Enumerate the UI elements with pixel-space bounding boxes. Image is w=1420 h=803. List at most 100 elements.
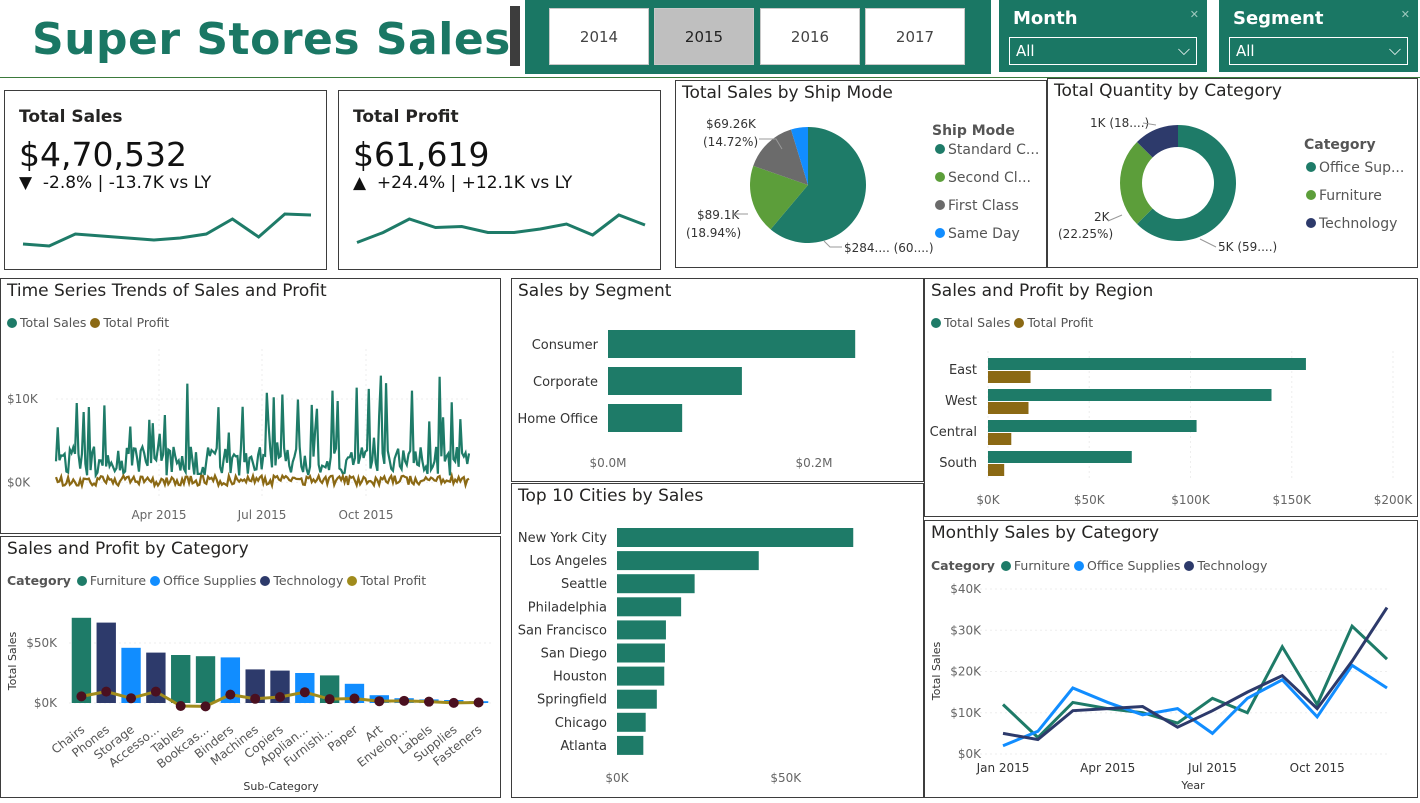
legend-item: Technology (273, 573, 344, 588)
category-label: Corporate (533, 375, 598, 390)
year-button-2015[interactable]: 2015 (654, 8, 754, 65)
bar (319, 675, 340, 703)
category-label: Los Angeles (529, 554, 607, 569)
panel-title: Sales by Segment (518, 281, 672, 301)
category-label: West (945, 394, 977, 409)
legend-dot (7, 317, 17, 328)
month-slicer-label: Month (1013, 8, 1078, 29)
legend-dot (1306, 190, 1316, 200)
chart-legend: Total Sales Total Profit (931, 315, 1093, 330)
quantity-donut-chart: 1K (18....) 2K (22.25%) 5K (59....) Cate… (1058, 116, 1404, 254)
x-tick-label: $0.2M (795, 456, 832, 470)
profit-marker (101, 686, 112, 697)
legend-dot (1000, 560, 1011, 571)
x-tick-label: $50K (1074, 493, 1106, 507)
eraser-icon[interactable]: ✕ (1189, 8, 1199, 21)
donut-label: (22.25%) (1058, 227, 1113, 241)
year-button-2017[interactable]: 2017 (865, 8, 965, 65)
segment-slicer-label: Segment (1233, 8, 1324, 29)
year-button-2016[interactable]: 2016 (760, 8, 860, 65)
legend-item: Office Supplies (1087, 558, 1181, 573)
chart-legend: Category Furniture Office Supplies Techn… (7, 573, 426, 588)
x-tick-label: Apr 2015 (131, 508, 186, 522)
leader-line (1142, 122, 1157, 126)
bar (71, 617, 92, 703)
panel-title: Time Series Trends of Sales and Profit (7, 281, 327, 301)
year-slicer: 2014 2015 2016 2017 (525, 0, 991, 74)
kpi-delta: ▼ -2.8% | -13.7K vs LY (19, 173, 211, 193)
legend-dot (1184, 560, 1195, 571)
pie-label: (14.72%) (703, 135, 758, 149)
legend-item: Total Profit (360, 573, 427, 588)
profit-bar (988, 433, 1012, 445)
pie-slice (770, 127, 866, 243)
panel-title: Monthly Sales by Category (931, 523, 1160, 543)
segment-dropdown[interactable]: All ⌵ (1229, 37, 1408, 65)
kpi-delta-text: -2.8% | -13.7K vs LY (42, 173, 212, 193)
leader-line (1199, 238, 1217, 248)
category-label: Houston (553, 670, 607, 685)
chart-legend: Category Furniture Office Supplies Techn… (931, 558, 1267, 573)
category-combo-chart: $50K$0KChairsPhonesStorageAccesso...Tabl… (6, 617, 491, 793)
month-dropdown[interactable]: All ⌵ (1009, 37, 1197, 65)
x-tick-label: Apr 2015 (1080, 761, 1135, 775)
profit-marker (175, 701, 186, 711)
category-label: Philadelphia (528, 600, 607, 615)
legend-item: Total Profit (103, 315, 170, 330)
x-tick-label: $200K (1374, 493, 1414, 507)
y-tick-label: $20K (950, 665, 982, 679)
bar (617, 712, 646, 732)
y-tick-label: $10K (950, 706, 982, 720)
x-tick-label: $0K (605, 771, 629, 785)
bar (617, 666, 665, 686)
donut-label: 2K (1094, 210, 1111, 224)
profit-marker (250, 693, 261, 704)
sparkline-line (356, 213, 646, 244)
profit-marker (473, 697, 484, 708)
legend-title: Category (7, 573, 71, 588)
bar (608, 330, 856, 358)
legend-item: Standard C... (948, 142, 1039, 158)
category-label: San Diego (541, 647, 607, 662)
month-slicer: Month ✕ All ⌵ (999, 0, 1207, 72)
bar (195, 656, 216, 703)
bar (617, 551, 759, 571)
profit-marker (275, 692, 285, 702)
profit-marker (200, 701, 211, 712)
legend-dot (347, 575, 358, 586)
ship-mode-pie-chart: $69.26K (14.72%) $89.1K (18.94%) $284...… (686, 117, 1039, 255)
x-tick-label: Jul 2015 (237, 508, 287, 522)
segment-slicer: Segment ✕ All ⌵ (1219, 0, 1418, 72)
page-title: Super Stores Sales (32, 14, 511, 65)
profit-bar (988, 464, 1005, 476)
y-axis-title: Total Sales (930, 642, 943, 702)
y-tick-label: $0K (958, 747, 982, 761)
legend-dot (150, 575, 161, 586)
profit-marker (324, 694, 335, 705)
legend-dot (935, 172, 945, 182)
panel-title: Top 10 Cities by Sales (518, 486, 704, 506)
donut-label: 5K (59....) (1218, 240, 1277, 254)
sales-line (54, 375, 471, 479)
pie-label: $69.26K (706, 117, 757, 131)
category-label: Central (930, 425, 977, 440)
pie-label: (18.94%) (686, 226, 741, 240)
legend-item: Total Profit (1027, 315, 1094, 330)
category-label: South (939, 456, 977, 471)
legend-item: Technology (1197, 558, 1268, 573)
year-button-2014[interactable]: 2014 (549, 8, 649, 65)
monthly-panel: Monthly Sales by Category Category Furni… (924, 520, 1418, 798)
sales-bar (988, 358, 1306, 370)
profit-bar (988, 402, 1029, 414)
series-line (1002, 663, 1388, 748)
bar (245, 669, 265, 703)
x-tick-label: Jul 2015 (1187, 761, 1237, 775)
legend-item: Office Supplies (163, 573, 257, 588)
panel-title: Sales and Profit by Region (931, 281, 1154, 301)
category-label: New York City (518, 531, 607, 546)
legend-dot (935, 200, 945, 210)
eraser-icon[interactable]: ✕ (1400, 8, 1410, 21)
legend-item: Same Day (948, 226, 1020, 242)
x-tick-label: Oct 2015 (338, 508, 393, 522)
